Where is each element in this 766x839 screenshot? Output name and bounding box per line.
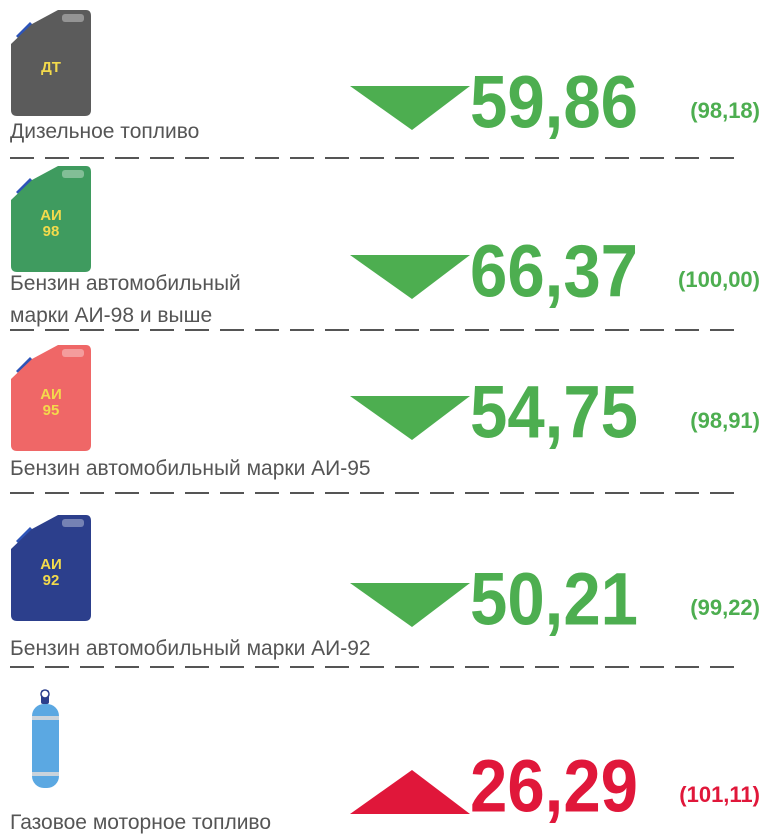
price-index: (99,22) xyxy=(690,595,760,620)
price-index: (98,18) xyxy=(690,98,760,123)
price: 59,86 xyxy=(470,61,638,144)
fuel-label: Дизельное топливо xyxy=(10,120,199,143)
canister-tag: 98 xyxy=(43,223,60,240)
canister-handle xyxy=(62,14,84,22)
canister xyxy=(11,345,91,451)
canister xyxy=(11,515,91,621)
fuel-label: Газовое моторное топливо xyxy=(10,811,271,834)
trend-arrow xyxy=(350,255,470,299)
price: 54,75 xyxy=(470,371,638,454)
canister xyxy=(11,10,91,116)
price: 50,21 xyxy=(470,558,638,641)
canister-tag: ДТ xyxy=(41,59,61,76)
trend-arrow xyxy=(350,86,470,130)
trend-arrow xyxy=(350,583,470,627)
price: 66,37 xyxy=(470,230,638,313)
fuel-label: Бензин автомобильный марки АИ-92 xyxy=(10,637,371,660)
trend-arrow xyxy=(350,770,470,814)
cylinder-band xyxy=(32,772,59,776)
fuel-label: Бензин автомобильный xyxy=(10,272,241,295)
cylinder-gauge xyxy=(40,689,50,699)
price-index: (98,91) xyxy=(690,408,760,433)
canister-tag: АИ xyxy=(40,556,62,573)
fuel-label: марки АИ-98 и выше xyxy=(10,304,212,327)
canister-tag: 92 xyxy=(43,572,60,589)
price-index: (100,00) xyxy=(678,267,760,292)
trend-arrow xyxy=(350,396,470,440)
price-index: (101,11) xyxy=(679,782,760,807)
canister-handle xyxy=(62,170,84,178)
canister-tag: АИ xyxy=(40,386,62,403)
canister-handle xyxy=(62,349,84,357)
canister xyxy=(11,166,91,272)
canister-tag: АИ xyxy=(40,207,62,224)
canister-handle xyxy=(62,519,84,527)
cylinder xyxy=(32,704,59,788)
fuel-label: Бензин автомобильный марки АИ-95 xyxy=(10,457,371,480)
canister-tag: 95 xyxy=(43,402,60,419)
cylinder-band xyxy=(32,716,59,720)
price: 26,29 xyxy=(470,745,638,828)
